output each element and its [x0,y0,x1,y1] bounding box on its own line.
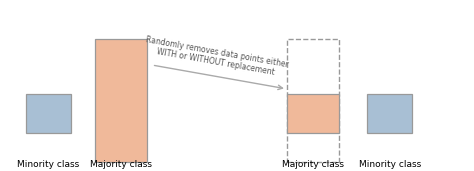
Bar [287,39,339,162]
Bar [95,39,147,162]
Text: Minority class: Minority class [18,160,80,169]
Bar [26,94,71,133]
Text: Majority class: Majority class [90,160,152,169]
Bar [287,94,339,133]
Text: Majority class: Majority class [282,160,344,169]
Text: Randomly removes data points either
WITH or WITHOUT replacement: Randomly removes data points either WITH… [143,35,289,79]
Bar [367,94,412,133]
Text: Minority class: Minority class [359,160,421,169]
